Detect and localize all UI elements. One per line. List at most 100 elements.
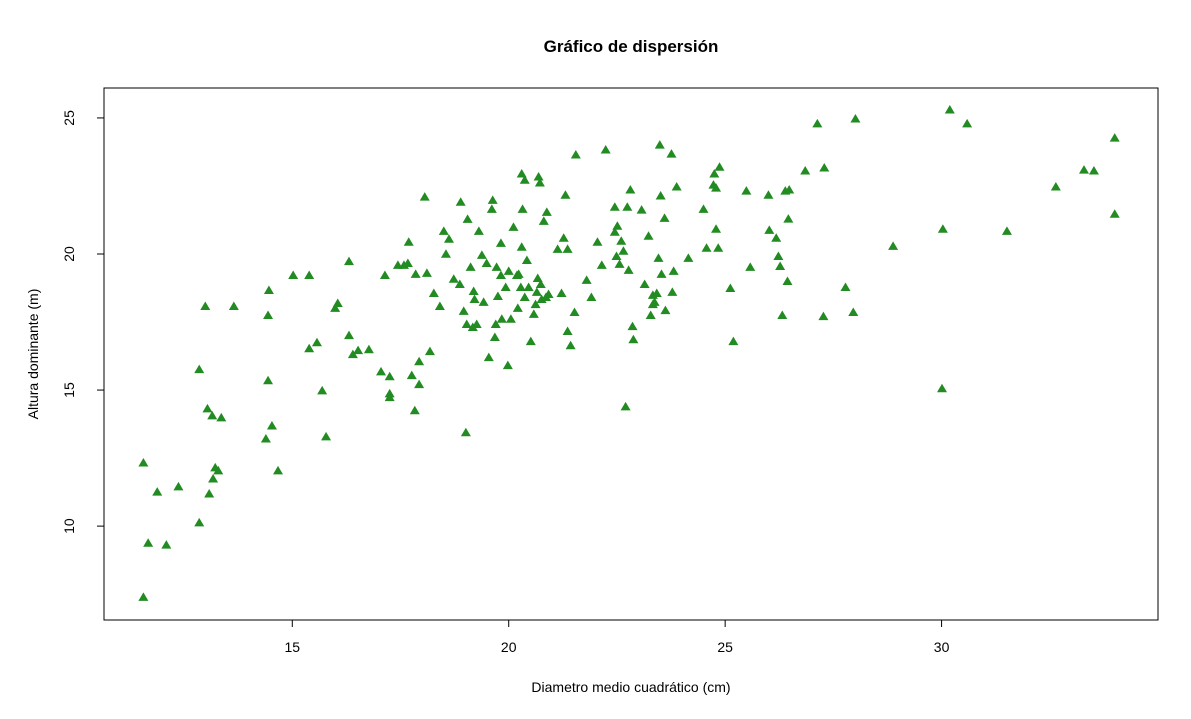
point [1078, 165, 1089, 174]
point [516, 168, 527, 178]
point [560, 190, 571, 199]
point [625, 185, 636, 194]
point [419, 192, 430, 201]
point [500, 282, 511, 291]
point [649, 297, 660, 306]
point [771, 233, 782, 242]
y-tick-label: 10 [61, 518, 77, 534]
point [152, 487, 163, 496]
point [562, 244, 573, 253]
point [228, 301, 239, 311]
point [421, 268, 432, 277]
point [468, 286, 479, 296]
point [462, 214, 473, 223]
point [698, 204, 709, 213]
point [503, 266, 514, 275]
point [782, 276, 793, 285]
point [709, 168, 720, 178]
point [541, 207, 552, 216]
point [204, 489, 215, 498]
point [656, 269, 667, 278]
point [763, 190, 774, 199]
point [538, 216, 549, 225]
y-axis-label: Altura dominante (m) [25, 289, 41, 420]
point [469, 294, 480, 303]
point [260, 434, 271, 443]
point [343, 256, 354, 266]
point [495, 238, 506, 247]
x-tick-label: 30 [934, 639, 950, 655]
point [783, 214, 794, 223]
point [616, 236, 627, 245]
point [516, 242, 527, 251]
point [528, 309, 539, 318]
point [406, 370, 417, 380]
point [376, 366, 387, 376]
point [533, 171, 544, 181]
point [660, 305, 671, 315]
point [332, 298, 343, 308]
point [263, 310, 274, 319]
point [764, 225, 775, 234]
point [440, 249, 451, 258]
point [535, 279, 546, 288]
point [581, 275, 592, 284]
point [655, 191, 666, 200]
point [543, 289, 554, 299]
point [455, 197, 466, 206]
point [496, 314, 507, 323]
point [628, 334, 639, 344]
point [460, 427, 471, 437]
point [161, 540, 172, 549]
point [643, 231, 654, 240]
point [937, 383, 948, 393]
point [592, 237, 603, 246]
point [138, 457, 149, 467]
point [491, 262, 502, 271]
point [531, 287, 542, 296]
point [515, 282, 526, 291]
point [609, 202, 620, 211]
point [666, 149, 677, 158]
point [840, 282, 851, 291]
point [818, 311, 829, 321]
point [618, 246, 629, 255]
point [410, 269, 421, 278]
point [512, 303, 523, 312]
x-axis-label: Diametro medio cuadrático (cm) [531, 679, 730, 695]
point [502, 360, 513, 370]
point [711, 183, 722, 192]
point [458, 306, 469, 315]
point [492, 291, 503, 300]
point [409, 405, 420, 415]
point [454, 279, 465, 288]
point [461, 319, 472, 328]
point [773, 251, 784, 260]
point [534, 177, 545, 187]
point [683, 253, 694, 262]
point [611, 251, 622, 260]
point [428, 288, 439, 297]
point [424, 346, 435, 356]
point [777, 310, 788, 319]
point [620, 401, 631, 411]
point [448, 274, 459, 283]
point [645, 310, 656, 319]
point [473, 226, 484, 235]
point [508, 222, 519, 231]
point [505, 314, 516, 323]
point [263, 285, 274, 294]
point [213, 465, 224, 475]
point [659, 213, 670, 222]
point [654, 140, 665, 149]
point [556, 288, 567, 297]
x-tick-label: 20 [501, 639, 517, 655]
point [347, 349, 358, 359]
point [273, 465, 284, 475]
point [888, 241, 899, 250]
point [304, 270, 315, 279]
point [517, 204, 528, 213]
point [741, 186, 752, 195]
point [402, 258, 413, 268]
point [651, 288, 662, 297]
